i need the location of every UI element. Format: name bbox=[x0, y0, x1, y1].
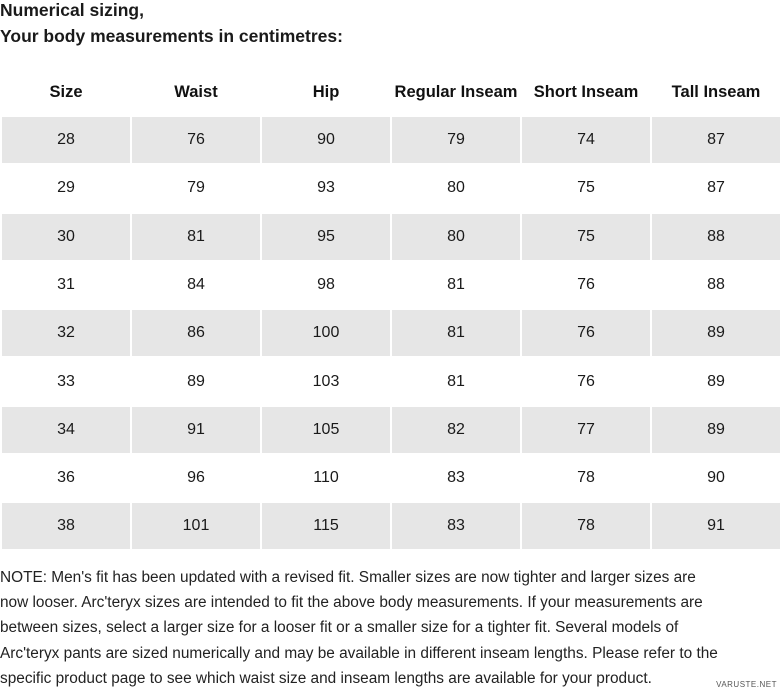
note-line: specific product page to see which waist… bbox=[0, 669, 652, 687]
table-cell: 93 bbox=[317, 179, 335, 197]
table-cell: 81 bbox=[132, 213, 260, 260]
note-line: now looser. Arc'teryx sizes are intended… bbox=[0, 594, 703, 612]
table-cell: 88 bbox=[707, 275, 725, 293]
table-cell: 83 bbox=[392, 503, 520, 550]
table-cell: 28 bbox=[2, 117, 130, 163]
table-cell: 33 bbox=[57, 372, 75, 390]
table-cell: 90 bbox=[262, 117, 390, 163]
column-header: Tall Inseam bbox=[671, 82, 761, 101]
heading: Numerical sizing, bbox=[0, 0, 144, 20]
table-cell: 29 bbox=[57, 179, 75, 197]
table-cell: 103 bbox=[312, 372, 340, 390]
table-cell: 95 bbox=[262, 213, 390, 260]
table-cell: 96 bbox=[187, 469, 205, 487]
table-cell: 89 bbox=[652, 406, 780, 453]
table-cell: 38 bbox=[2, 503, 130, 550]
table-cell: 105 bbox=[262, 406, 390, 453]
column-header: Regular Inseam bbox=[394, 82, 518, 101]
table-cell: 78 bbox=[522, 503, 650, 550]
table-cell: 87 bbox=[652, 117, 780, 163]
table-cell: 89 bbox=[707, 372, 725, 390]
column-header: Waist bbox=[174, 82, 218, 101]
table-cell: 100 bbox=[262, 310, 390, 357]
table-cell: 88 bbox=[652, 213, 780, 260]
table-cell: 82 bbox=[392, 406, 520, 453]
table-cell: 91 bbox=[652, 503, 780, 550]
table-cell: 81 bbox=[392, 310, 520, 357]
table-cell: 87 bbox=[707, 179, 725, 197]
column-header: Size bbox=[49, 82, 83, 101]
table-cell: 81 bbox=[447, 372, 465, 390]
table-cell: 89 bbox=[652, 310, 780, 357]
table-cell: 76 bbox=[577, 275, 595, 293]
table-cell: 80 bbox=[392, 213, 520, 260]
table-cell: 34 bbox=[2, 406, 130, 453]
table-cell: 75 bbox=[577, 179, 595, 197]
table-cell: 110 bbox=[313, 469, 339, 487]
table-cell: 91 bbox=[132, 406, 260, 453]
watermark: VARUSTE.NET bbox=[716, 680, 777, 689]
table-cell: 76 bbox=[522, 310, 650, 357]
table-cell: 84 bbox=[187, 275, 205, 293]
note-line: between sizes, select a larger size for … bbox=[0, 619, 679, 637]
table-cell: 76 bbox=[132, 117, 260, 163]
table-cell: 36 bbox=[57, 469, 75, 487]
table-cell: 86 bbox=[132, 310, 260, 357]
heading: Your body measurements in centimetres: bbox=[0, 26, 343, 46]
table-cell: 76 bbox=[577, 372, 595, 390]
column-header: Hip bbox=[312, 82, 340, 101]
note-line: Arc'teryx pants are sized numerically an… bbox=[0, 644, 718, 662]
table-cell: 115 bbox=[262, 503, 390, 550]
table-cell: 74 bbox=[522, 117, 650, 163]
table-cell: 79 bbox=[187, 179, 205, 197]
table-cell: 89 bbox=[187, 372, 205, 390]
note-line: NOTE: Men's fit has been updated with a … bbox=[0, 569, 696, 586]
table-cell: 78 bbox=[577, 469, 595, 487]
table-cell: 83 bbox=[447, 469, 465, 487]
table-cell: 80 bbox=[447, 179, 465, 197]
table-cell: 101 bbox=[132, 503, 260, 550]
table-cell: 31 bbox=[57, 275, 75, 293]
table-cell: 98 bbox=[317, 275, 335, 293]
table-cell: 77 bbox=[522, 406, 650, 453]
table-cell: 75 bbox=[522, 213, 650, 260]
column-header: Short Inseam bbox=[533, 82, 639, 101]
table-cell: 30 bbox=[2, 213, 130, 260]
table-cell: 32 bbox=[2, 310, 130, 357]
table-cell: 81 bbox=[447, 275, 465, 293]
table-cell: 79 bbox=[392, 117, 520, 163]
table-cell: 90 bbox=[707, 469, 725, 487]
